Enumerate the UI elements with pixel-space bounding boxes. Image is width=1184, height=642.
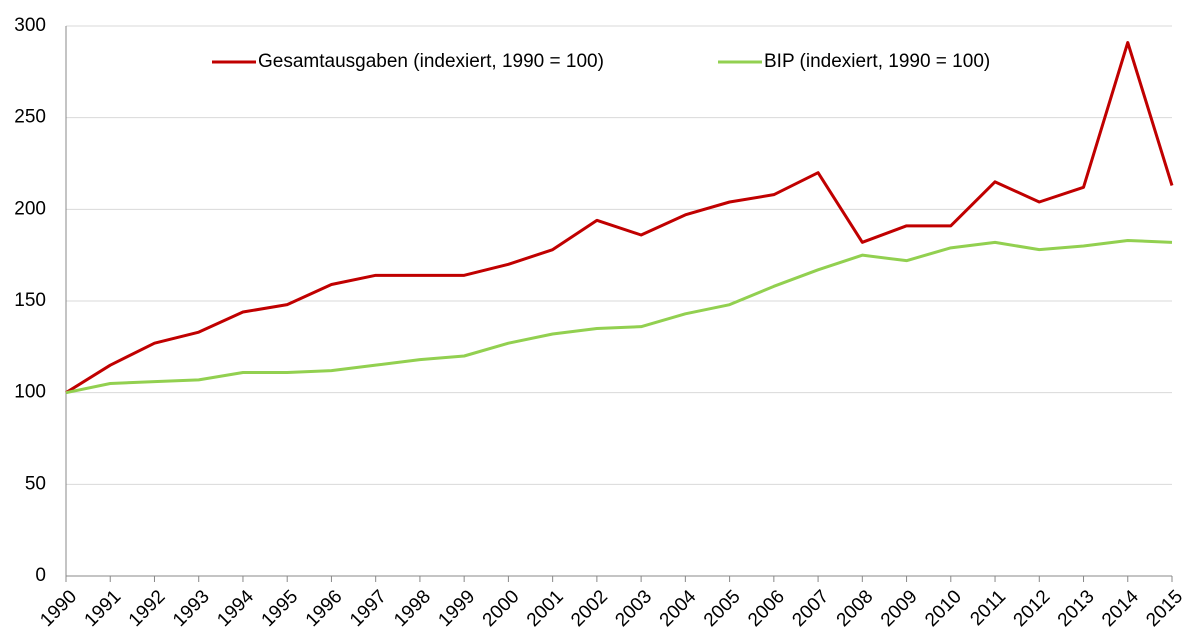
y-tick-label: 0 xyxy=(35,565,46,586)
x-tick-label: 1996 xyxy=(302,586,347,631)
legend-label: BIP (indexiert, 1990 = 100) xyxy=(764,51,990,72)
y-tick-label: 300 xyxy=(14,15,46,36)
y-tick-label: 250 xyxy=(14,107,46,128)
x-tick-label: 2006 xyxy=(744,586,789,631)
x-tick-label: 2014 xyxy=(1098,586,1143,631)
x-tick-label: 2010 xyxy=(921,586,966,631)
x-tick-label: 2011 xyxy=(966,586,1010,630)
x-tick-label: 2000 xyxy=(479,586,524,631)
x-tick-label: 2004 xyxy=(656,586,701,631)
x-tick-label: 1998 xyxy=(390,586,435,631)
x-tick-label: 2008 xyxy=(833,586,878,631)
x-tick-label: 1997 xyxy=(346,586,391,631)
legend-label: Gesamtausgaben (indexiert, 1990 = 100) xyxy=(258,51,604,72)
x-tick-label: 1995 xyxy=(258,586,303,631)
x-tick-label: 2007 xyxy=(788,586,833,631)
line-series xyxy=(65,41,1174,394)
y-tick-label: 200 xyxy=(14,198,46,219)
x-tick-label: 1993 xyxy=(169,586,214,631)
line-series xyxy=(65,239,1173,395)
y-tick-label: 150 xyxy=(14,290,46,311)
x-tick-label: 2013 xyxy=(1054,586,1099,631)
x-tick-label: 2001 xyxy=(523,586,568,631)
x-tick-label: 1994 xyxy=(213,586,258,631)
y-tick-label: 50 xyxy=(25,473,46,494)
x-tick-label: 2009 xyxy=(877,586,922,631)
y-tick-label: 100 xyxy=(14,382,46,403)
x-tick-label: 2002 xyxy=(567,586,612,631)
x-tick-label: 1991 xyxy=(81,586,126,631)
x-tick-label: 2005 xyxy=(700,586,745,631)
x-tick-label: 2003 xyxy=(611,586,656,631)
x-tick-label: 1992 xyxy=(125,586,170,631)
x-tick-label: 1999 xyxy=(434,586,479,631)
x-tick-label: 2012 xyxy=(1010,586,1055,631)
x-tick-label: 1990 xyxy=(36,586,81,631)
x-tick-label: 2015 xyxy=(1142,586,1184,631)
